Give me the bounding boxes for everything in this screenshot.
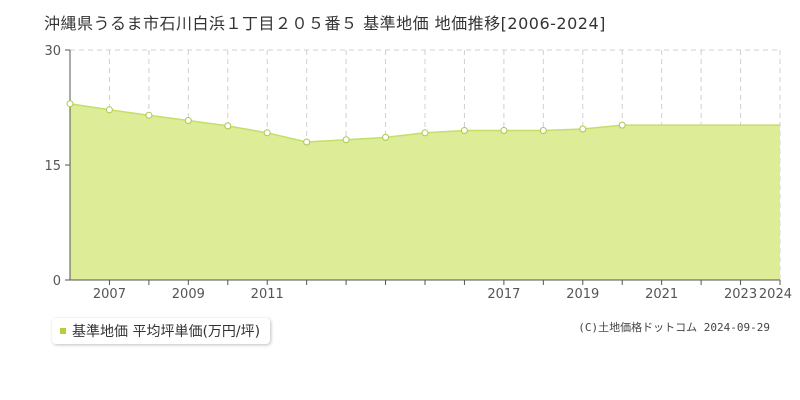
x-tick-label: 2019 — [566, 287, 599, 302]
data-points — [66, 100, 626, 146]
data-point — [224, 122, 232, 130]
x-tick-label: 2007 — [93, 287, 126, 302]
y-tick-labels: 0 15 30 — [44, 44, 61, 289]
data-point — [184, 117, 192, 124]
price-line — [69, 102, 780, 143]
data-point — [66, 100, 74, 108]
chart-title: 沖縄県うるま市石川白浜１丁目２０５番５ 基準地価 地価推移[2006-2024] — [44, 14, 606, 33]
data-point — [618, 121, 626, 129]
x-tick-label: 2017 — [487, 287, 520, 302]
x-tick-label: 2011 — [251, 287, 284, 302]
legend: 基準地価 平均坪単価(万円/坪) — [52, 318, 271, 344]
data-point — [342, 136, 350, 144]
data-point — [303, 138, 311, 146]
x-tick-label: 2009 — [172, 287, 205, 302]
x-tick-label: 2023 — [724, 287, 757, 302]
data-point — [263, 129, 271, 137]
data-point — [539, 127, 547, 134]
y-tick-label: 15 — [44, 159, 61, 174]
copyright-credit: (C)土地価格ドットコム 2024-09-29 — [578, 321, 770, 334]
data-point — [500, 127, 508, 134]
legend-swatch — [60, 328, 66, 334]
x-tick-labels: 2007 2009 2011 2017 2019 2021 2023 2024 — [93, 287, 792, 302]
axes — [65, 49, 781, 285]
data-point — [421, 129, 429, 137]
legend-label: 基準地価 平均坪単価(万円/坪) — [72, 324, 261, 340]
data-point — [145, 111, 153, 119]
data-point — [579, 125, 587, 133]
data-point — [460, 127, 468, 134]
x-tick-label: 2021 — [645, 287, 678, 302]
y-tick-label: 30 — [44, 44, 61, 59]
data-point — [382, 133, 390, 141]
x-tick-label: 2024 — [759, 287, 792, 302]
y-tick-label: 0 — [53, 274, 61, 289]
price-area — [70, 103, 780, 280]
data-point — [105, 106, 113, 114]
